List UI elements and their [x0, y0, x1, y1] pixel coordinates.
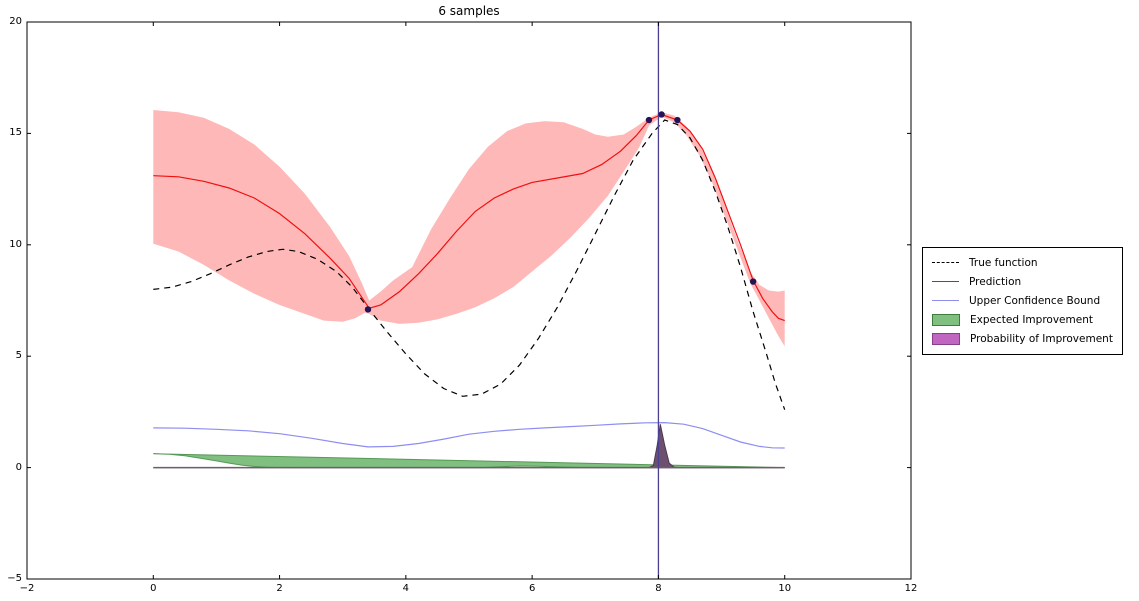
legend-item-upper-confidence-bound: Upper Confidence Bound: [932, 291, 1113, 310]
sample-marker: [658, 111, 665, 118]
x-tick-label: 10: [778, 583, 792, 594]
confidence-band: [153, 110, 785, 347]
true-function-line: [153, 119, 786, 410]
sample-marker: [749, 278, 757, 285]
x-tick-label: 6: [528, 583, 536, 594]
legend-label: True function: [969, 256, 1038, 269]
blue-line-swatch: [932, 299, 959, 302]
x-tick-label: 12: [904, 583, 918, 594]
y-tick-label: 15: [9, 127, 22, 139]
sample-marker: [674, 116, 681, 124]
legend-item-expected-improvement: Expected Improvement: [932, 310, 1113, 329]
legend: True function Prediction Upper Confidenc…: [922, 247, 1123, 355]
legend-label: Probability of Improvement: [970, 332, 1113, 345]
legend-item-probability-of-improvement: Probability of Improvement: [932, 329, 1113, 348]
y-tick-label: 20: [9, 16, 22, 27]
legend-item-true-function: True function: [932, 253, 1113, 272]
sample-marker: [645, 116, 653, 124]
axes-box: [26, 21, 912, 580]
sample-marker: [364, 306, 372, 313]
x-tick-label: 2: [276, 583, 283, 594]
legend-item-prediction: Prediction: [932, 272, 1113, 291]
legend-label: Upper Confidence Bound: [969, 294, 1101, 307]
expected-improvement-area: [153, 453, 785, 469]
dashed-line-swatch: [932, 262, 959, 263]
y-tick-label: 10: [9, 238, 22, 250]
legend-label: Prediction: [969, 275, 1022, 288]
red-line-swatch: [932, 280, 959, 283]
x-tick-label: −2: [19, 583, 35, 594]
y-tick-label: −5: [7, 573, 22, 584]
chart-title: 6 samples: [438, 4, 500, 18]
legend-label: Expected Improvement: [970, 313, 1093, 326]
y-tick-label: 0: [15, 461, 22, 473]
purple-patch-swatch: [932, 332, 960, 345]
y-tick-label: 5: [15, 350, 22, 362]
ucb-line: [153, 421, 785, 449]
prediction-line: [153, 113, 785, 322]
x-tick-label: 4: [402, 583, 410, 594]
x-tick-label: 8: [655, 583, 662, 594]
green-patch-swatch: [932, 313, 960, 326]
x-tick-label: 0: [150, 583, 157, 594]
